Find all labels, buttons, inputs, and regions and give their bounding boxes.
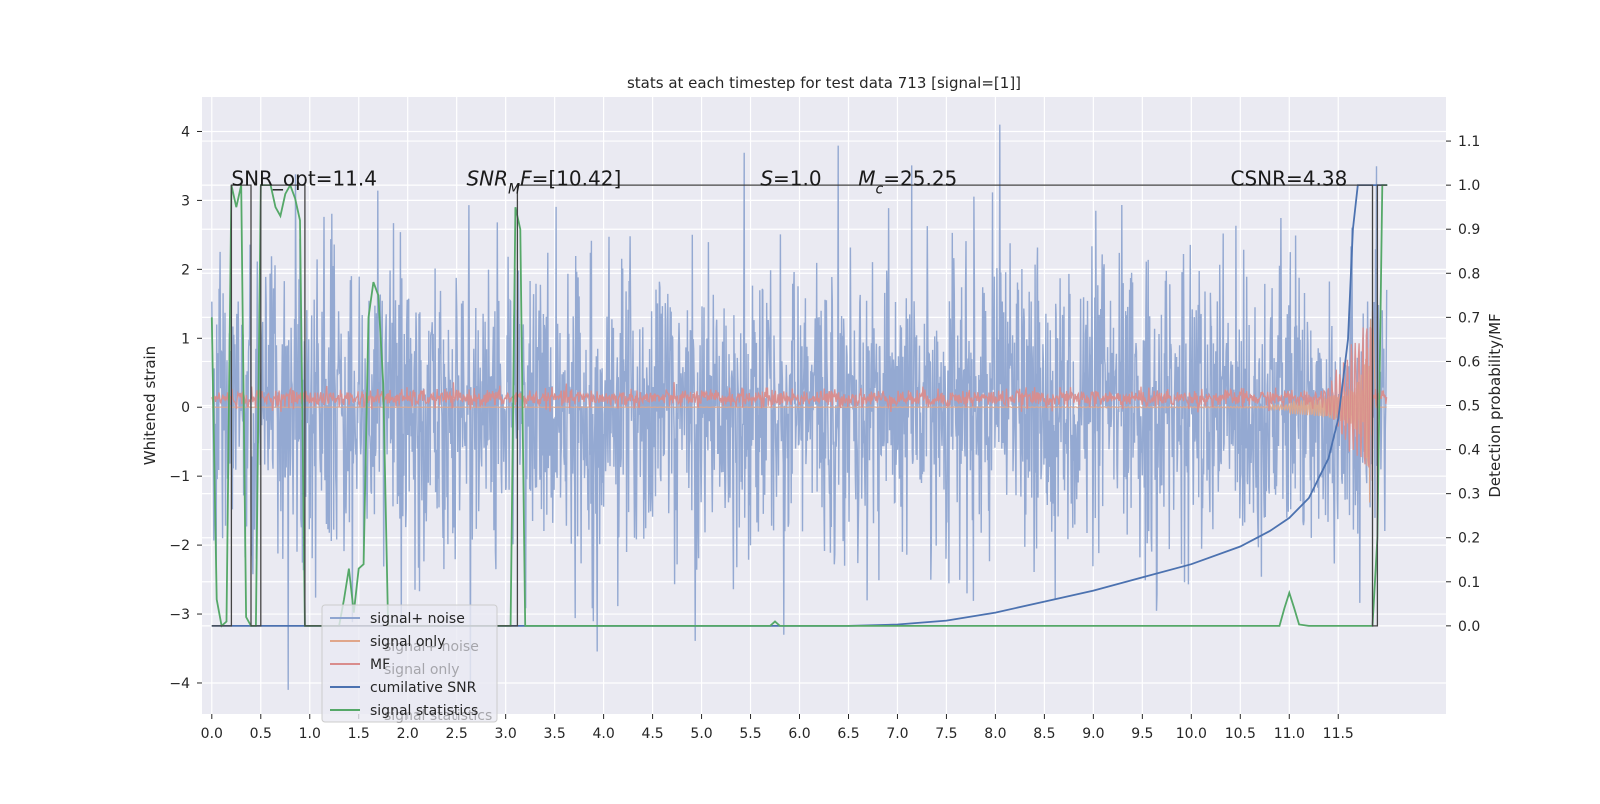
x-tick-label: 9.5 (1131, 726, 1153, 742)
series-cumilative-snr (211, 184, 1388, 627)
y-tick-label-right: 0.3 (1458, 487, 1480, 503)
legend-box (321, 604, 498, 723)
annotation-text: SNRMF=[10.42] (466, 167, 621, 198)
series-signal-noise (211, 124, 1388, 690)
legend-ghost-text: signal only (384, 662, 459, 678)
y-axis-title-left: Whitened strain (141, 346, 159, 465)
y-tick-label-right: 0.1 (1458, 575, 1480, 591)
y-tick-label-right: 0.2 (1458, 531, 1480, 547)
y-tick-label-right: 0.0 (1458, 619, 1480, 635)
series-signal-statistics (210, 182, 1388, 628)
y-tick-label-left: 4 (181, 124, 190, 140)
series-signal-only (211, 310, 1387, 503)
x-tick-label: 8.0 (984, 726, 1006, 742)
y-tick-label-left: −2 (169, 538, 190, 554)
x-tick-label: 2.5 (446, 726, 468, 742)
y-tick-label-left: 2 (181, 262, 190, 278)
x-tick-label: 6.0 (788, 726, 810, 742)
x-tick-label: 3.0 (495, 726, 517, 742)
legend-ghost-text: signal+ noise (384, 639, 479, 655)
annotation-text: SNR_opt=11.4 (231, 167, 377, 191)
y-tick-label-left: −3 (169, 607, 190, 623)
x-tick-label: 9.0 (1082, 726, 1104, 742)
annotation-text: Mc=25.25 (858, 167, 957, 198)
x-tick-label: 0.0 (201, 726, 223, 742)
y-tick-label-left: −4 (169, 676, 190, 692)
legend-label: signal+ noise (370, 611, 465, 627)
series-mf (211, 326, 1388, 481)
series-detection-steps (211, 184, 1388, 627)
y-tick-label-left: 0 (181, 400, 190, 416)
x-tick-label: 10.0 (1176, 726, 1207, 742)
y-tick-label-right: 0.9 (1458, 222, 1480, 238)
x-tick-label: 3.5 (543, 726, 565, 742)
y-tick-label-right: 0.6 (1458, 354, 1480, 370)
x-tick-label: 10.5 (1225, 726, 1256, 742)
x-tick-label: 11.5 (1323, 726, 1354, 742)
y-tick-label-right: 1.1 (1458, 134, 1480, 150)
y-tick-label-left: 1 (181, 331, 190, 347)
x-tick-label: 0.5 (250, 726, 272, 742)
legend-label: cumilative SNR (370, 680, 477, 696)
x-tick-label: 4.0 (592, 726, 614, 742)
x-tick-label: 11.0 (1274, 726, 1305, 742)
y-tick-label-left: 3 (181, 193, 190, 209)
y-tick-label-right: 0.4 (1458, 443, 1480, 459)
y-tick-label-right: 0.7 (1458, 310, 1480, 326)
x-tick-label: 5.0 (690, 726, 712, 742)
x-tick-label: 7.5 (935, 726, 957, 742)
legend-label: signal statistics (370, 703, 478, 719)
legend-ghost-text: signal statistics (384, 708, 492, 724)
y-axis-title-right: Detection probability/MF (1486, 313, 1504, 497)
y-tick-label-right: 0.8 (1458, 266, 1480, 282)
y-tick-label-right: 1.0 (1458, 178, 1480, 194)
annotation-text: S=1.0 (760, 167, 821, 191)
x-tick-label: 1.5 (348, 726, 370, 742)
y-tick-label-right: 0.5 (1458, 399, 1480, 415)
x-tick-label: 7.0 (886, 726, 908, 742)
annotation-text: CSNR=4.38 (1231, 167, 1348, 191)
x-tick-label: 6.5 (837, 726, 859, 742)
x-tick-label: 8.5 (1033, 726, 1055, 742)
legend-label: MF (370, 657, 390, 673)
y-tick-label-left: −1 (169, 469, 190, 485)
x-tick-label: 4.5 (641, 726, 663, 742)
x-tick-label: 2.0 (397, 726, 419, 742)
x-tick-label: 1.0 (299, 726, 321, 742)
chart-title: stats at each timestep for test data 713… (627, 74, 1021, 92)
x-tick-label: 5.5 (739, 726, 761, 742)
legend-label: signal only (370, 634, 445, 650)
